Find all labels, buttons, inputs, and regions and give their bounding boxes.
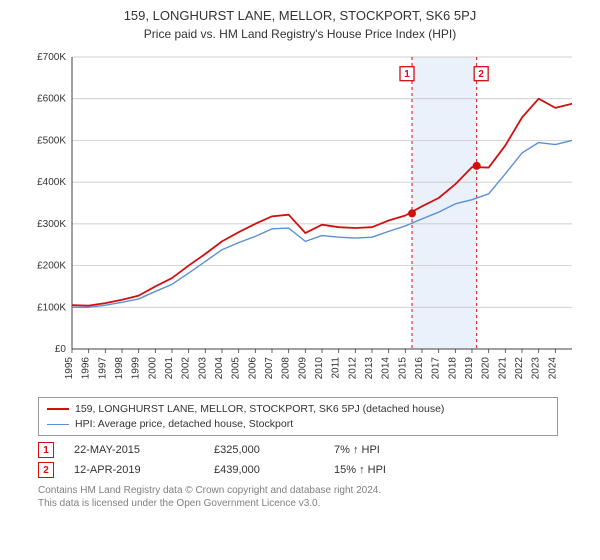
- footer-attribution: Contains HM Land Registry data © Crown c…: [38, 484, 590, 510]
- svg-text:2021: 2021: [497, 357, 508, 380]
- legend-swatch: [47, 408, 69, 410]
- svg-text:2012: 2012: [347, 357, 358, 380]
- legend-label: 159, LONGHURST LANE, MELLOR, STOCKPORT, …: [75, 402, 444, 417]
- svg-text:2009: 2009: [297, 357, 308, 380]
- footer-line2: This data is licensed under the Open Gov…: [38, 497, 590, 510]
- sale-pct: 15% ↑ HPI: [334, 464, 474, 476]
- legend-item: HPI: Average price, detached house, Stoc…: [47, 417, 549, 432]
- svg-text:2013: 2013: [364, 357, 375, 380]
- svg-text:2003: 2003: [197, 357, 208, 380]
- svg-text:2015: 2015: [397, 357, 408, 380]
- chart-area: £0 £100K £200K £300K £400K £500K £600K £700K 199…: [20, 49, 580, 389]
- page-container: 159, LONGHURST LANE, MELLOR, STOCKPORT, …: [0, 0, 600, 514]
- svg-text:£700K: £700K: [37, 52, 66, 63]
- svg-text:£300K: £300K: [37, 219, 66, 230]
- svg-text:£200K: £200K: [37, 261, 66, 272]
- legend-label: HPI: Average price, detached house, Stoc…: [75, 417, 293, 432]
- svg-text:2024: 2024: [547, 357, 558, 380]
- chart-subtitle: Price paid vs. HM Land Registry's House …: [10, 27, 590, 41]
- svg-text:£500K: £500K: [37, 135, 66, 146]
- svg-text:1995: 1995: [64, 357, 75, 380]
- svg-text:2020: 2020: [481, 357, 492, 380]
- footer-line1: Contains HM Land Registry data © Crown c…: [38, 484, 590, 497]
- sale-row: 2 12-APR-2019 £439,000 15% ↑ HPI: [38, 462, 590, 478]
- sale-pct: 7% ↑ HPI: [334, 444, 474, 456]
- svg-text:2000: 2000: [147, 357, 158, 380]
- svg-text:2: 2: [478, 69, 484, 80]
- svg-text:1997: 1997: [97, 357, 108, 380]
- svg-text:2002: 2002: [181, 357, 192, 380]
- svg-text:£600K: £600K: [37, 94, 66, 105]
- sale-row: 1 22-MAY-2015 £325,000 7% ↑ HPI: [38, 442, 590, 458]
- svg-text:2017: 2017: [431, 357, 442, 380]
- svg-text:2008: 2008: [281, 357, 292, 380]
- svg-text:2023: 2023: [531, 357, 542, 380]
- sale-price: £325,000: [214, 444, 324, 456]
- sale-marker: 2: [38, 462, 54, 478]
- chart-title: 159, LONGHURST LANE, MELLOR, STOCKPORT, …: [10, 8, 590, 23]
- svg-text:2007: 2007: [264, 357, 275, 380]
- svg-text:2022: 2022: [514, 357, 525, 380]
- svg-text:2014: 2014: [381, 357, 392, 380]
- legend: 159, LONGHURST LANE, MELLOR, STOCKPORT, …: [38, 397, 558, 436]
- svg-text:2019: 2019: [464, 357, 475, 380]
- svg-text:2004: 2004: [214, 357, 225, 380]
- sale-date: 12-APR-2019: [74, 464, 204, 476]
- svg-text:2011: 2011: [331, 357, 342, 379]
- price-chart: £0 £100K £200K £300K £400K £500K £600K £700K 199…: [20, 49, 580, 389]
- sale-marker: 1: [38, 442, 54, 458]
- svg-text:2006: 2006: [247, 357, 258, 380]
- svg-text:2005: 2005: [231, 357, 242, 380]
- svg-text:1999: 1999: [131, 357, 142, 380]
- svg-text:1996: 1996: [81, 357, 92, 380]
- svg-text:2010: 2010: [314, 357, 325, 380]
- svg-text:1998: 1998: [114, 357, 125, 380]
- sale-price: £439,000: [214, 464, 324, 476]
- legend-item: 159, LONGHURST LANE, MELLOR, STOCKPORT, …: [47, 402, 549, 417]
- svg-text:2016: 2016: [414, 357, 425, 380]
- svg-text:£400K: £400K: [37, 177, 66, 188]
- svg-text:£0: £0: [55, 344, 67, 355]
- svg-text:1: 1: [404, 69, 410, 80]
- sale-date: 22-MAY-2015: [74, 444, 204, 456]
- legend-swatch: [47, 424, 69, 425]
- svg-text:£100K: £100K: [37, 302, 66, 313]
- svg-text:2001: 2001: [164, 357, 175, 380]
- sales-list: 1 22-MAY-2015 £325,000 7% ↑ HPI 2 12-APR-2019…: [10, 442, 590, 478]
- svg-text:2018: 2018: [447, 357, 458, 380]
